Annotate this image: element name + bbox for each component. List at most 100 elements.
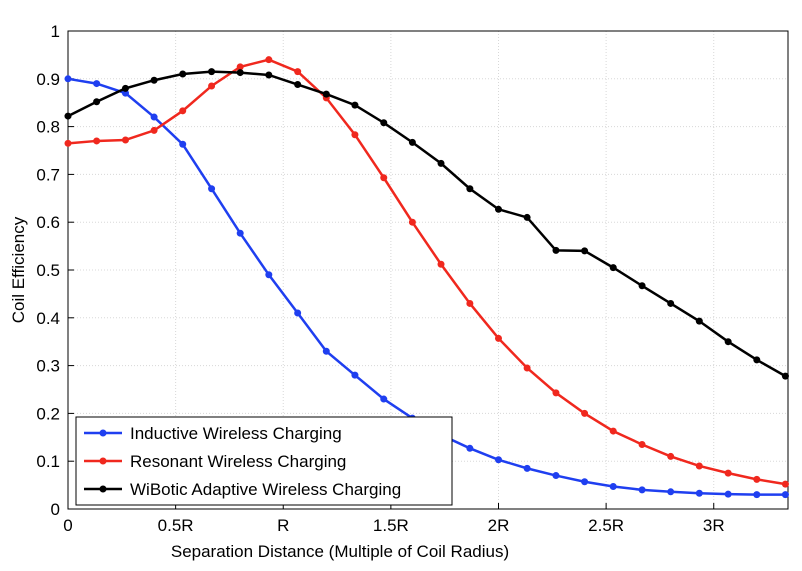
data-point — [581, 478, 589, 486]
x-tick-label: 0 — [63, 516, 72, 535]
data-point — [351, 131, 359, 139]
data-point — [667, 488, 675, 496]
data-point — [581, 409, 589, 417]
data-point — [236, 69, 244, 77]
data-point — [466, 444, 474, 452]
x-tick-label: 3R — [703, 516, 725, 535]
data-point — [408, 218, 416, 226]
data-point — [753, 356, 761, 364]
data-point — [351, 101, 359, 109]
y-tick-label: 0.8 — [36, 118, 60, 137]
data-point — [695, 489, 703, 497]
data-point — [466, 299, 474, 307]
x-tick-label: 0.5R — [158, 516, 194, 535]
data-point — [93, 137, 101, 145]
y-tick-label: 0.9 — [36, 70, 60, 89]
data-point — [523, 213, 531, 221]
y-tick-label: 0.6 — [36, 213, 60, 232]
data-point — [150, 76, 158, 84]
series-line — [67, 70, 787, 378]
data-point — [408, 138, 416, 146]
data-point — [121, 136, 129, 144]
data-point — [638, 486, 646, 494]
data-point — [437, 159, 445, 167]
legend: Inductive Wireless Charging Resonant Wire… — [75, 416, 453, 506]
y-tick-label: 0.1 — [36, 452, 60, 471]
y-tick-label: 0.4 — [36, 309, 60, 328]
data-point — [552, 472, 560, 480]
data-point — [552, 389, 560, 397]
data-point — [523, 464, 531, 472]
data-point — [609, 427, 617, 435]
data-point — [179, 70, 187, 78]
data-point — [64, 139, 72, 147]
series-line — [67, 58, 786, 486]
data-point — [781, 480, 789, 488]
data-point — [609, 483, 617, 491]
data-point — [494, 205, 502, 213]
data-point — [179, 140, 187, 148]
legend-box — [75, 416, 453, 506]
data-point — [294, 68, 302, 76]
data-point — [724, 469, 732, 477]
y-tick-label: 0.2 — [36, 404, 60, 423]
x-tick-label: 2.5R — [588, 516, 624, 535]
data-point — [294, 309, 302, 317]
data-point — [294, 81, 302, 89]
data-point — [638, 440, 646, 448]
data-point — [466, 185, 474, 193]
data-point — [753, 475, 761, 483]
data-point — [64, 75, 72, 83]
plot-frame — [67, 30, 789, 510]
legend-marker — [99, 457, 107, 465]
data-point — [265, 56, 273, 64]
data-point — [93, 80, 101, 88]
data-point — [494, 456, 502, 464]
y-tick-label: 0 — [51, 500, 60, 519]
data-point — [93, 98, 101, 106]
legend-marker — [99, 429, 107, 437]
legend-label: WiBotic Adaptive Wireless Charging — [130, 480, 401, 499]
data-point — [236, 229, 244, 237]
y-tick-label: 0.7 — [36, 165, 60, 184]
data-point — [150, 113, 158, 121]
data-point — [380, 119, 388, 127]
data-point — [724, 338, 732, 346]
x-tick-label: R — [277, 516, 289, 535]
data-point — [523, 364, 531, 372]
x-tick-label: 1.5R — [373, 516, 409, 535]
data-point — [208, 68, 216, 76]
data-point — [64, 112, 72, 120]
data-point — [322, 90, 330, 98]
data-point — [380, 395, 388, 403]
data-point — [667, 299, 675, 307]
data-point — [265, 71, 273, 79]
data-point — [638, 282, 646, 290]
data-point — [695, 462, 703, 470]
data-point — [351, 371, 359, 379]
y-tick-label: 0.5 — [36, 261, 60, 280]
data-point — [667, 452, 675, 460]
y-axis-label: Coil Efficiency — [9, 216, 28, 323]
data-point — [437, 260, 445, 268]
data-point — [552, 246, 560, 254]
x-tick-label: 2R — [488, 516, 510, 535]
data-point — [121, 84, 129, 92]
data-point — [724, 490, 732, 498]
data-point — [753, 491, 761, 499]
data-point — [609, 264, 617, 272]
data-point — [236, 63, 244, 71]
legend-label: Inductive Wireless Charging — [130, 424, 342, 443]
data-point — [179, 107, 187, 115]
legend-label: Resonant Wireless Charging — [130, 452, 346, 471]
legend-marker — [99, 485, 107, 493]
data-point — [322, 347, 330, 355]
data-point — [380, 174, 388, 182]
data-point — [581, 247, 589, 255]
data-point — [695, 317, 703, 325]
y-tick-label: 1 — [51, 22, 60, 41]
data-point — [494, 334, 502, 342]
data-point — [781, 372, 789, 380]
data-point — [265, 271, 273, 279]
